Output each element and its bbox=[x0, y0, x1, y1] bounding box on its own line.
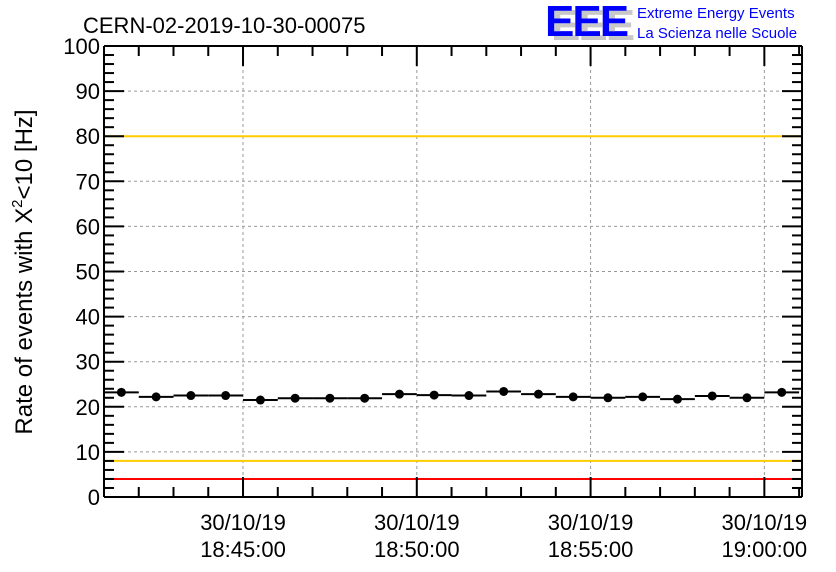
data-point bbox=[638, 392, 648, 402]
axes bbox=[103, 45, 803, 498]
data-point bbox=[394, 389, 404, 399]
data-point bbox=[672, 394, 682, 404]
chart-title: CERN-02-2019-10-30-00075 bbox=[83, 13, 366, 38]
y-tick-label: 100 bbox=[63, 34, 100, 59]
data-point bbox=[151, 392, 161, 402]
data-point bbox=[290, 393, 300, 403]
x-tick-label-date: 30/10/19 bbox=[200, 510, 286, 535]
eee-logo: EEE Extreme Energy Events La Scienza nel… bbox=[545, 0, 797, 46]
logo-line2: La Scienza nelle Scuole bbox=[637, 25, 797, 42]
y-axis-label: Rate of events with X2<10 [Hz] bbox=[9, 109, 38, 434]
y-tick-label: 50 bbox=[76, 260, 100, 285]
data-point bbox=[325, 393, 335, 403]
data-point bbox=[429, 390, 439, 400]
y-tick-label: 20 bbox=[76, 395, 100, 420]
y-axis-label-sup: 2 bbox=[9, 199, 26, 207]
y-axis-label-tail: <10 [Hz] bbox=[11, 109, 38, 199]
x-tick-label-time: 19:00:00 bbox=[722, 537, 808, 562]
y-tick-label: 30 bbox=[76, 350, 100, 375]
y-axis-label-main: Rate of events with X bbox=[11, 208, 38, 435]
reference-lines bbox=[104, 45, 802, 480]
y-tick-label: 60 bbox=[76, 214, 100, 239]
data-point bbox=[707, 391, 717, 401]
x-tick-label-time: 18:45:00 bbox=[200, 537, 286, 562]
data-point bbox=[221, 391, 231, 401]
x-tick-label-time: 18:55:00 bbox=[548, 537, 634, 562]
data-point bbox=[186, 391, 196, 401]
data-point bbox=[255, 395, 265, 405]
data-point bbox=[464, 391, 474, 401]
y-tick-label: 80 bbox=[76, 124, 100, 149]
data-point bbox=[533, 389, 543, 399]
data-point bbox=[603, 393, 613, 403]
data-point bbox=[116, 387, 126, 397]
y-tick-label: 10 bbox=[76, 440, 100, 465]
y-tick-label: 70 bbox=[76, 169, 100, 194]
data-point bbox=[360, 393, 370, 403]
grid bbox=[104, 46, 802, 497]
logo-line1: Extreme Energy Events bbox=[637, 5, 795, 22]
x-tick-label-date: 30/10/19 bbox=[548, 510, 634, 535]
data-point bbox=[777, 387, 787, 397]
data-point bbox=[499, 386, 509, 396]
x-tick-label-date: 30/10/19 bbox=[374, 510, 460, 535]
y-tick-label: 90 bbox=[76, 79, 100, 104]
y-tick-label: 40 bbox=[76, 305, 100, 330]
y-tick-labels: 0 10 20 30 40 50 60 70 80 90 100 bbox=[63, 34, 100, 510]
data-point bbox=[568, 392, 578, 402]
x-tick-label-time: 18:50:00 bbox=[374, 537, 460, 562]
x-tick-labels: 30/10/1918:45:0030/10/1918:50:0030/10/19… bbox=[200, 510, 807, 562]
y-tick-label: 0 bbox=[88, 485, 100, 510]
x-tick-label-date: 30/10/19 bbox=[722, 510, 808, 535]
data-point bbox=[742, 393, 752, 403]
data-points bbox=[104, 386, 800, 405]
logo-letters: EEE bbox=[545, 0, 628, 46]
